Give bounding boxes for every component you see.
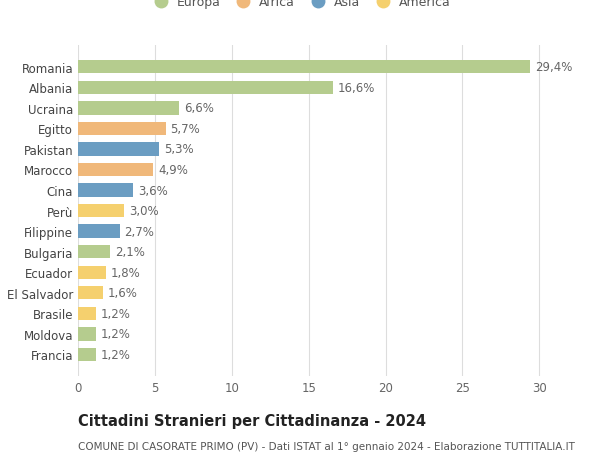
Text: 16,6%: 16,6% xyxy=(338,82,375,95)
Bar xyxy=(78,246,110,259)
Bar xyxy=(78,307,97,320)
Bar xyxy=(78,163,154,177)
Text: 6,6%: 6,6% xyxy=(184,102,214,115)
Bar xyxy=(78,102,179,115)
Bar xyxy=(78,123,166,136)
Bar xyxy=(78,348,97,361)
Text: Cittadini Stranieri per Cittadinanza - 2024: Cittadini Stranieri per Cittadinanza - 2… xyxy=(78,413,426,428)
Bar xyxy=(78,286,103,300)
Bar xyxy=(78,204,124,218)
Text: 3,6%: 3,6% xyxy=(138,184,168,197)
Text: 1,2%: 1,2% xyxy=(101,348,131,361)
Text: 5,3%: 5,3% xyxy=(164,143,194,156)
Bar xyxy=(78,184,133,197)
Bar xyxy=(78,328,97,341)
Text: 4,9%: 4,9% xyxy=(158,164,188,177)
Text: 5,7%: 5,7% xyxy=(170,123,200,135)
Bar xyxy=(78,225,119,238)
Bar xyxy=(78,143,160,156)
Text: 3,0%: 3,0% xyxy=(129,205,158,218)
Bar xyxy=(78,81,333,95)
Legend: Europa, Africa, Asia, America: Europa, Africa, Asia, America xyxy=(148,0,451,9)
Bar xyxy=(78,61,530,74)
Text: COMUNE DI CASORATE PRIMO (PV) - Dati ISTAT al 1° gennaio 2024 - Elaborazione TUT: COMUNE DI CASORATE PRIMO (PV) - Dati IST… xyxy=(78,441,575,451)
Text: 2,1%: 2,1% xyxy=(115,246,145,258)
Text: 1,2%: 1,2% xyxy=(101,307,131,320)
Text: 1,6%: 1,6% xyxy=(107,287,137,300)
Bar xyxy=(78,266,106,280)
Text: 1,2%: 1,2% xyxy=(101,328,131,341)
Text: 2,7%: 2,7% xyxy=(124,225,154,238)
Text: 29,4%: 29,4% xyxy=(535,61,572,74)
Text: 1,8%: 1,8% xyxy=(110,266,140,279)
